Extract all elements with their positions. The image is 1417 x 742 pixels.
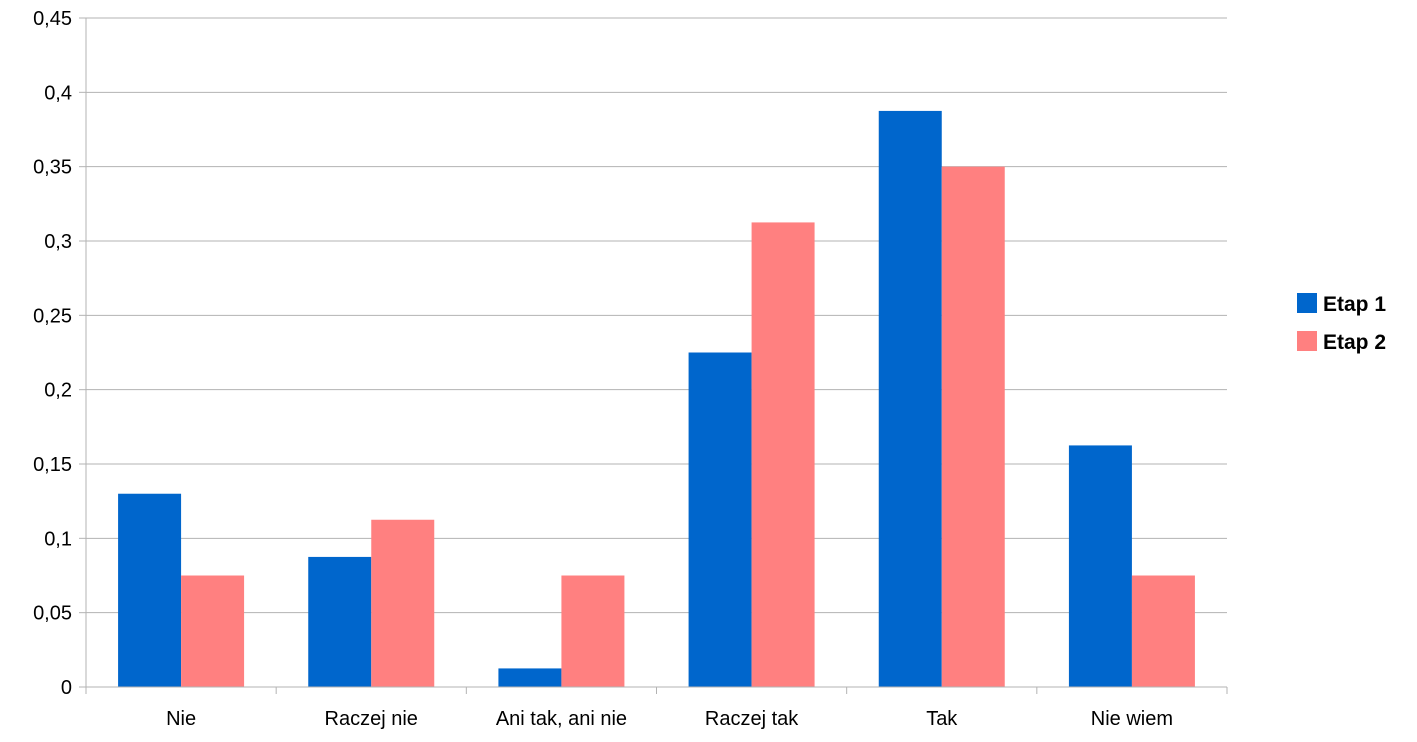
bar-etap-1 bbox=[688, 352, 752, 687]
bar-etap-2 bbox=[561, 575, 625, 687]
axes: 0 0,05 0,1 0,15 0,2 0,25 0,3 0,35 0,4 0,45 Nie Racz… bbox=[33, 8, 1228, 730]
x-tick-label: Ani tak, ani nie bbox=[496, 708, 627, 730]
bar-etap-1 bbox=[498, 668, 562, 687]
legend-swatch bbox=[1297, 293, 1317, 313]
gridlines bbox=[86, 17, 1227, 614]
y-tick-label: 0,3 bbox=[44, 231, 72, 253]
bar-etap-2 bbox=[371, 519, 435, 687]
bar-etap-1 bbox=[118, 493, 182, 687]
bar-etap-1 bbox=[1068, 445, 1132, 687]
legend-swatch bbox=[1297, 331, 1317, 351]
y-tick-label: 0,05 bbox=[33, 603, 72, 625]
y-tick-label: 0,25 bbox=[33, 305, 72, 327]
bar-etap-1 bbox=[878, 110, 942, 687]
x-tick-label: Nie wiem bbox=[1091, 708, 1173, 730]
legend: Etap 1 Etap 2 bbox=[1297, 293, 1386, 354]
y-tick-label: 0,45 bbox=[33, 8, 72, 30]
bar-etap-2 bbox=[751, 222, 815, 687]
y-tick-label: 0,4 bbox=[44, 82, 72, 104]
bar-etap-2 bbox=[1131, 575, 1195, 687]
bar-etap-1 bbox=[308, 556, 372, 687]
bars bbox=[118, 110, 1195, 687]
y-tick-label: 0,35 bbox=[33, 157, 72, 179]
legend-label: Etap 1 bbox=[1323, 293, 1386, 316]
y-tick-label: 0 bbox=[61, 677, 72, 699]
legend-label: Etap 2 bbox=[1323, 331, 1386, 354]
bar-etap-2 bbox=[181, 575, 245, 687]
y-tick-label: 0,15 bbox=[33, 454, 72, 476]
x-tick-label: Nie bbox=[166, 708, 196, 730]
y-tick-label: 0,1 bbox=[44, 528, 72, 550]
bar-etap-2 bbox=[941, 166, 1005, 687]
x-tick-label: Raczej nie bbox=[325, 708, 418, 730]
x-tick-label: Tak bbox=[926, 708, 958, 730]
y-tick-label: 0,2 bbox=[44, 380, 72, 402]
x-tick-label: Raczej tak bbox=[705, 708, 799, 730]
